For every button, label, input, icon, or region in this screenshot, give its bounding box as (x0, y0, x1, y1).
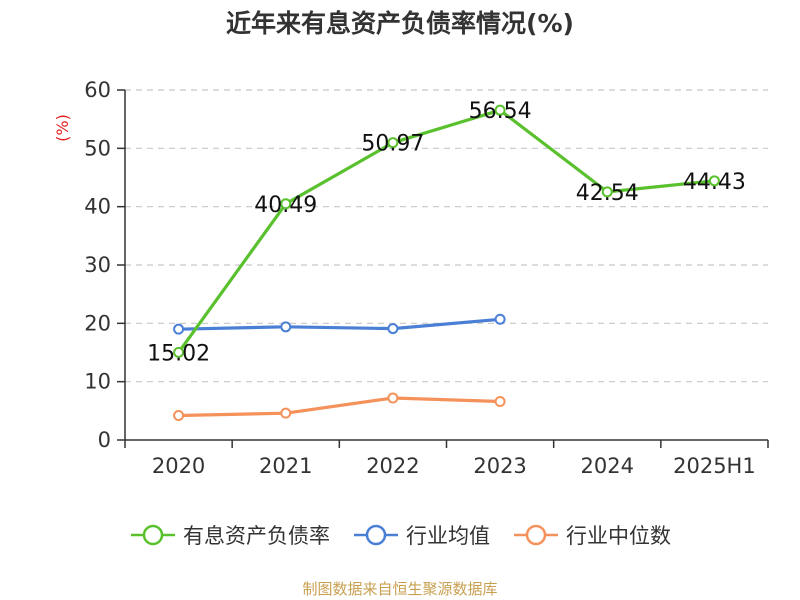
data-point-0 (494, 104, 506, 116)
data-point-2 (280, 407, 292, 419)
y-tick-label: 40 (84, 195, 111, 219)
data-point-1 (280, 321, 292, 333)
data-point-1 (494, 313, 506, 325)
y-tick-label: 0 (98, 428, 111, 452)
data-point-0 (387, 137, 399, 149)
data-label: 44.43 (683, 170, 746, 195)
legend-label: 行业均值 (406, 524, 490, 548)
data-point-1 (387, 323, 399, 335)
legend-marker-orange-icon (514, 524, 558, 546)
data-point-2 (387, 392, 399, 404)
y-tick-label: 10 (84, 370, 111, 394)
data-point-0 (601, 186, 613, 198)
series-line-0 (177, 108, 715, 354)
series-line-1 (178, 317, 501, 331)
data-point-2 (173, 410, 185, 421)
x-tick-label: 2022 (366, 454, 419, 478)
y-tick-label: 50 (84, 136, 111, 160)
y-tick-label: 20 (84, 311, 111, 335)
y-axis-label: (%) (53, 114, 72, 142)
data-point-0 (708, 175, 720, 187)
legend: 有息资产负债率 行业均值 行业中位数 (0, 520, 800, 550)
data-label: 40.49 (254, 193, 317, 218)
data-label: 42.54 (576, 181, 639, 206)
y-tick-label: 30 (84, 253, 111, 277)
legend-item-industry-mean[interactable]: 行业均值 (352, 520, 490, 550)
x-tick-label: 2020 (152, 454, 205, 478)
data-point-1 (173, 323, 185, 335)
legend-label: 行业中位数 (566, 524, 671, 548)
chart-title: 近年来有息资产负债率情况(%) (226, 9, 574, 38)
x-tick-label: 2023 (473, 454, 526, 478)
source-note: 制图数据来自恒生聚源数据库 (302, 580, 498, 598)
legend-marker-blue-icon (354, 524, 398, 546)
legend-label: 有息资产负债率 (183, 524, 330, 548)
y-tick-label: 60 (84, 78, 111, 102)
legend-item-debt-ratio[interactable]: 有息资产负债率 (129, 520, 330, 550)
data-point-0 (173, 346, 185, 358)
data-point-0 (280, 198, 292, 210)
x-tick-label: 2021 (259, 454, 312, 478)
data-label: 50.97 (361, 132, 424, 157)
series-line-2 (178, 396, 501, 418)
legend-item-industry-median[interactable]: 行业中位数 (512, 520, 671, 550)
data-label: 56.54 (469, 99, 532, 124)
legend-marker-green-icon (131, 524, 175, 546)
data-point-2 (494, 396, 506, 407)
x-tick-label: 2024 (581, 454, 634, 478)
x-tick-label: 2025H1 (673, 454, 756, 478)
data-label: 15.02 (147, 341, 210, 366)
